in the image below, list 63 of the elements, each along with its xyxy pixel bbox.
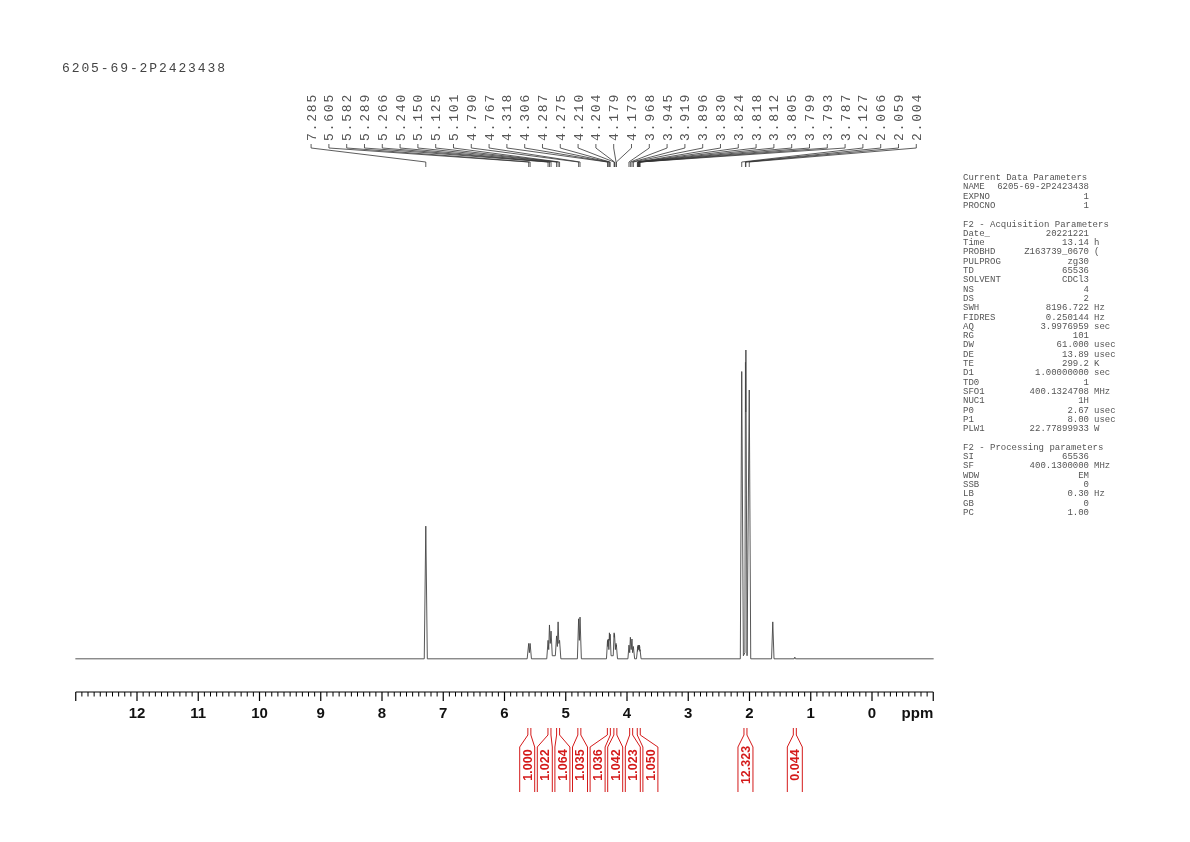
annotation: 3.812 [767,92,783,141]
x-tick-label: 9 [316,704,325,721]
annotation: 4.173 [625,92,641,141]
x-tick-label: 3 [684,704,693,721]
annotation: 2.004 [909,92,925,141]
annotation: 1.035 [573,749,588,781]
x-tick-label: 11 [190,704,207,721]
x-tick-label: 6 [500,704,509,721]
annotation: 1.000 [520,749,535,781]
text: F2 - Processing parameters SI 65536 SF 400.1300000 MHz WDW EM SSB 0 LB 0.30 Hz GB 0 PC 1.00 [963,442,1111,518]
annotation: 4.318 [500,92,516,141]
annotation: 1.023 [626,749,641,781]
annotation: 5.150 [411,92,427,141]
annotation: 2.127 [856,92,872,141]
annotation: 5.240 [393,92,409,141]
annotation: 4.210 [571,92,587,141]
annotation: 3.968 [642,92,658,141]
annotation: 1.036 [590,749,605,781]
annotation: 7.285 [304,92,320,141]
annotation: 4.287 [536,92,552,141]
x-axis-title: ppm [901,704,934,721]
x-tick-label: 4 [622,704,632,721]
x-tick-label: 1 [806,704,815,721]
annotation: 3.919 [678,92,694,141]
x-tick-label: 12 [128,704,146,721]
text: F2 - Acquisition Parameters Date_ 20221221 Time 13.14 h PROBHD Z163739_0670 ( PULPROG zg30 TD 65536 SOLVENT CDCl3 NS 4 DS 2 SWH 8196.722 Hz FIDRES 0.250144 Hz AQ 3.9976959 sec RG 101 DW 61.000 usec DE 13.89 usec TE 299.2 K D1 1.00000000 sec TD0 1 SFO1 400.1324708 MHz NUC1 1H P0 2.67 usec P1 8.00 usec PLW1 22.77899933 W [963,219,1116,435]
annotation: 4.204 [589,92,605,141]
annotation: 5.582 [340,92,356,141]
x-tick-label: 7 [439,704,448,721]
annotation: 2.059 [892,92,908,141]
annotation: 4.179 [607,92,623,141]
x-tick-label: 8 [377,704,387,721]
annotation: 2.066 [874,92,890,141]
chart-title: 6205-69-2P2423438 [62,61,227,76]
x-tick-label: 5 [561,704,570,721]
text: Current Data Parameters NAME 6205-69-2P2423438 EXPNO 1 PROCNO 1 [963,173,1089,211]
annotation: 3.805 [785,92,801,141]
annotation: 4.790 [464,92,480,141]
annotation: 1.050 [643,749,658,781]
annotation: 1.022 [538,749,553,781]
x-tick-label: 10 [251,704,268,721]
annotation: 3.830 [714,92,730,141]
annotation: 3.787 [838,92,854,141]
annotation: 1.042 [608,749,623,781]
annotation: 5.266 [375,92,391,141]
annotation: 12.323 [738,745,753,785]
annotation: 5.605 [322,92,338,141]
annotation: 4.275 [553,92,569,141]
annotation: 0.044 [788,749,803,781]
annotation: 3.793 [820,92,836,141]
annotation: 4.306 [518,92,534,141]
x-tick-label: 2 [745,704,754,721]
annotation: 3.818 [749,92,765,141]
annotation: 5.125 [429,92,445,141]
annotation: 3.945 [660,92,676,141]
annotation: 3.824 [731,92,747,141]
annotation: 4.767 [482,92,498,141]
annotation: 3.799 [803,92,819,141]
annotation: 3.896 [696,92,712,141]
annotation: 5.289 [358,92,374,141]
x-tick-label: 0 [867,704,877,721]
annotation: 1.064 [555,749,570,781]
annotation: 5.101 [447,92,463,141]
